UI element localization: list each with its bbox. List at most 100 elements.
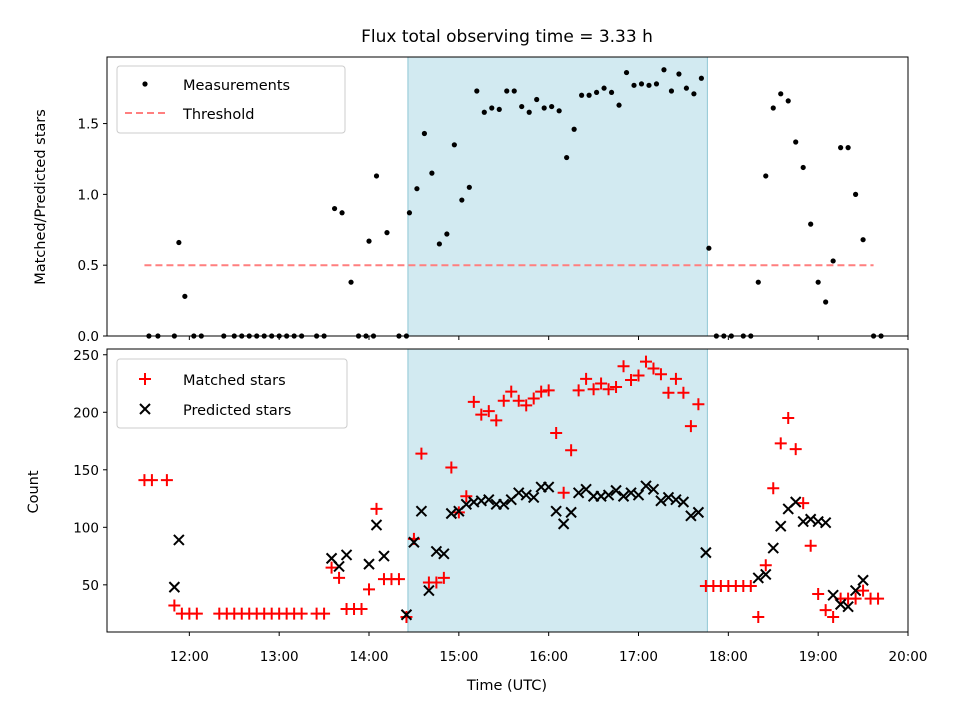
- matched-star-point: [355, 602, 368, 615]
- matched-star-point: [467, 395, 480, 408]
- matched-star-point: [639, 355, 652, 368]
- matched-star-point: [857, 584, 870, 597]
- legend-matched: Matched stars: [183, 373, 286, 389]
- measurement-point: [698, 75, 704, 81]
- predicted-star-point: [670, 493, 682, 506]
- matched-star-point: [565, 444, 578, 457]
- measurement-point: [406, 210, 413, 216]
- predicted-star-point: [752, 572, 764, 584]
- matched-star-point: [662, 386, 675, 399]
- x-tick-label: 14:00: [350, 649, 389, 665]
- measurement-point: [534, 96, 540, 103]
- predicted-star-point: [415, 505, 428, 517]
- x-tick-label: 17:00: [619, 649, 658, 665]
- matched-star-point: [400, 611, 413, 624]
- predicted-star-point: [423, 584, 435, 597]
- matched-star-point: [505, 385, 518, 398]
- matched-star-point: [677, 386, 690, 399]
- top-axes-frame: [106, 56, 909, 337]
- matched-star-point: [812, 588, 825, 601]
- matched-star-point: [647, 362, 660, 375]
- measurement-point: [653, 81, 660, 87]
- matched-star-point: [430, 576, 443, 589]
- measurement-point: [429, 170, 435, 176]
- matched-star-point: [602, 383, 615, 396]
- predicted-star-point: [610, 484, 622, 497]
- matched-star-point: [782, 412, 795, 425]
- matched-star-point: [587, 383, 600, 396]
- measurement-point: [182, 293, 188, 299]
- top-y-tick-label: 1.0: [78, 187, 99, 203]
- predicted-star-point: [857, 574, 869, 586]
- measurement-point: [579, 92, 585, 98]
- matched-star-point: [512, 394, 525, 407]
- measurement-point: [815, 279, 821, 285]
- bottom-y-tick-label: 100: [73, 520, 99, 536]
- matched-star-point: [557, 486, 570, 499]
- predicted-star-point: [827, 589, 839, 601]
- bottom-y-tick-label: 250: [73, 348, 99, 364]
- measurement-point: [852, 191, 859, 197]
- measurement-point: [348, 279, 354, 285]
- measurement-point: [541, 105, 547, 111]
- top-legend: Measurements Threshold: [116, 65, 346, 134]
- predicted-star-point: [692, 506, 705, 519]
- measurement-point: [785, 98, 791, 104]
- predicted-star-point: [760, 568, 772, 581]
- matched-star-point: [527, 392, 540, 405]
- predicted-star-point: [685, 510, 697, 522]
- predicted-star-point: [430, 545, 443, 558]
- measurement-point: [601, 85, 607, 91]
- bottom-panel: 50 100 150 200 250 12:00 13:00 14:00 15:00 16:00…: [26, 348, 927, 694]
- predicted-star-point: [378, 550, 390, 562]
- measurement-point: [489, 105, 495, 111]
- predicted-star-point: [790, 496, 802, 508]
- matched-star-point: [333, 571, 346, 584]
- measurement-point: [549, 103, 555, 110]
- measurement-point: [793, 139, 799, 145]
- measurement-point: [586, 92, 592, 98]
- matched-star-point: [145, 474, 158, 487]
- measurement-point: [436, 241, 442, 247]
- bottom-legend: Matched stars Predicted stars: [116, 358, 348, 429]
- bottom-observing-span: [407, 348, 708, 633]
- matched-star-point: [625, 374, 638, 387]
- matched-star-point: [168, 599, 181, 612]
- predicted-star-point: [557, 518, 570, 530]
- matched-star-point: [767, 482, 780, 495]
- predicted-star-point: [632, 489, 645, 501]
- matched-star-point: [542, 384, 555, 397]
- matched-star-point: [692, 398, 705, 411]
- matched-star-point: [520, 399, 533, 412]
- matched-star-point: [632, 369, 645, 382]
- top-y-axis-label: Matched/Predicted stars: [33, 109, 49, 285]
- predicted-star-point: [400, 609, 413, 621]
- x-tick-label: 20:00: [889, 649, 928, 665]
- legend-plus-marker: [139, 373, 151, 385]
- matched-star-point: [595, 377, 608, 390]
- predicted-star-point: [363, 558, 375, 570]
- measurement-point: [564, 154, 570, 161]
- predicted-star-point: [842, 600, 854, 613]
- bottom-y-tick-label: 200: [73, 405, 99, 421]
- measurement-point: [366, 238, 372, 244]
- measurement-point: [474, 88, 480, 94]
- predicted-star-point: [617, 490, 630, 502]
- predicted-star-point: [527, 491, 540, 504]
- predicted-star-point: [819, 517, 832, 529]
- matched-star-point: [415, 447, 428, 460]
- matched-star-point: [849, 592, 862, 605]
- measurement-point: [683, 85, 690, 91]
- legend-predicted: Predicted stars: [183, 403, 291, 419]
- matched-star-point: [572, 384, 585, 397]
- measurement-point: [481, 109, 487, 115]
- measurement-point: [496, 106, 502, 113]
- predicted-star-point: [550, 505, 562, 517]
- measurement-point: [808, 221, 814, 227]
- top-observing-span: [407, 56, 708, 337]
- predicted-star-point: [173, 534, 185, 546]
- measurement-point: [623, 69, 630, 76]
- predicted-star-point: [662, 491, 675, 504]
- matched-star-point: [804, 539, 817, 552]
